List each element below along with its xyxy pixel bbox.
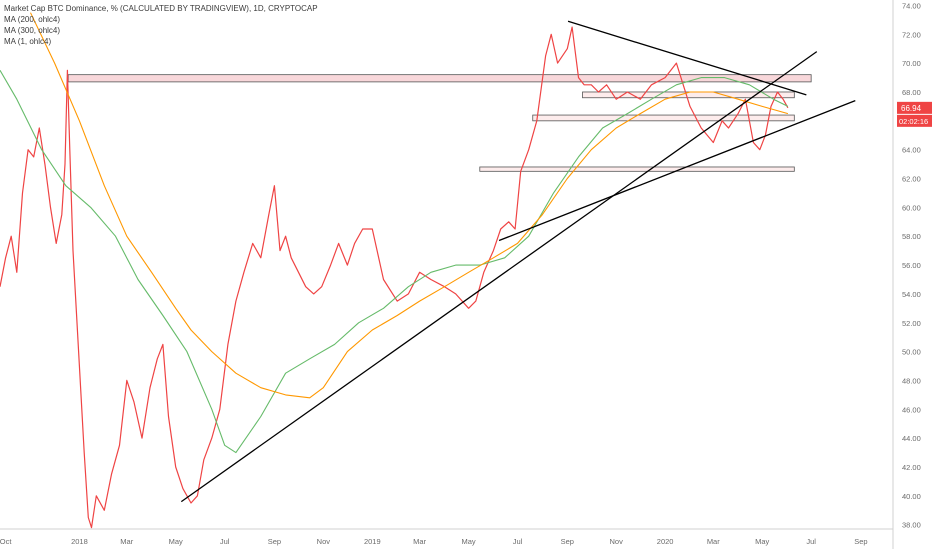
- x-tick-label: Mar: [707, 537, 720, 546]
- y-tick-label: 54.00: [902, 290, 921, 299]
- ma300-line: [30, 12, 789, 399]
- legend-ma300: MA (300, ohlc4): [4, 26, 61, 35]
- x-tick-label: May: [461, 537, 475, 546]
- last-value-badge: [897, 101, 932, 114]
- y-tick-label: 60.00: [902, 203, 921, 212]
- last-value-label: 66.94: [901, 104, 922, 113]
- x-tick-label: Mar: [413, 537, 426, 546]
- y-tick-label: 64.00: [902, 146, 921, 155]
- y-tick-label: 46.00: [902, 405, 921, 414]
- y-tick-label: 56.00: [902, 261, 921, 270]
- x-tick-label: Sep: [561, 537, 574, 546]
- y-tick-label: 40.00: [902, 492, 921, 501]
- zone-box-3: [479, 166, 795, 172]
- x-tick-label: Nov: [317, 537, 331, 546]
- y-tick-label: 72.00: [902, 30, 921, 39]
- y-tick-label: 74.00: [902, 1, 921, 10]
- x-tick-label: 2019: [364, 537, 381, 546]
- y-tick-label: 50.00: [902, 348, 921, 357]
- price-line: [0, 26, 789, 529]
- zone-box-2: [532, 114, 795, 122]
- x-tick-label: Nov: [610, 537, 624, 546]
- x-tick-label: Jul: [513, 537, 523, 546]
- trendline-1: [498, 100, 856, 242]
- trendline-0: [180, 51, 818, 503]
- y-tick-label: 42.00: [902, 463, 921, 472]
- y-tick-label: 58.00: [902, 232, 921, 241]
- y-tick-label: 38.00: [902, 521, 921, 530]
- y-tick-label: 44.00: [902, 434, 921, 443]
- countdown-badge: [897, 114, 932, 127]
- x-tick-label: May: [755, 537, 769, 546]
- legend: Market Cap BTC Dominance, % (CALCULATED …: [4, 3, 318, 47]
- x-tick-label: 2018: [71, 537, 88, 546]
- x-tick-label: 2020: [657, 537, 674, 546]
- y-tick-label: 62.00: [902, 175, 921, 184]
- chart-title: Market Cap BTC Dominance, % (CALCULATED …: [4, 4, 318, 13]
- ma200-line: [0, 70, 789, 454]
- legend-ma1: MA (1, ohlc4): [4, 37, 52, 46]
- countdown-label: 02:02:16: [899, 117, 928, 126]
- y-tick-label: 68.00: [902, 88, 921, 97]
- y-tick-label: 52.00: [902, 319, 921, 328]
- legend-ma200: MA (200, ohlc4): [4, 15, 61, 24]
- x-tick-label: May: [169, 537, 183, 546]
- trendline-2: [567, 20, 807, 96]
- x-tick-label: Sep: [268, 537, 281, 546]
- x-tick-label: Jul: [806, 537, 816, 546]
- y-tick-label: 48.00: [902, 376, 921, 385]
- y-tick-label: 70.00: [902, 59, 921, 68]
- x-tick-label: Jul: [220, 537, 230, 546]
- x-tick-label: Mar: [120, 537, 133, 546]
- x-tick-label: Oct: [0, 537, 12, 546]
- x-tick-label: Sep: [854, 537, 867, 546]
